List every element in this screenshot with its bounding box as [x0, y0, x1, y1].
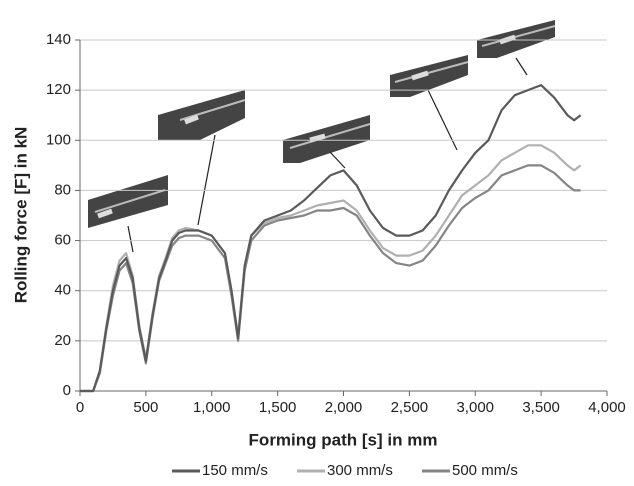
inset-roller: [411, 70, 429, 81]
x-tick-label: 2,500: [391, 399, 429, 416]
y-tick-label: 0: [63, 382, 71, 399]
y-tick-label: 20: [54, 332, 71, 349]
y-tick-label: 60: [54, 232, 71, 249]
inset-stripe: [94, 189, 166, 213]
y-tick-label: 80: [54, 181, 71, 198]
arrow: [197, 134, 216, 226]
legend-label: 500 mm/s: [452, 462, 518, 479]
inset-plate: [158, 90, 245, 140]
inset-stripe: [481, 25, 556, 47]
x-tick-label: 500: [133, 399, 158, 416]
inset-stripe: [289, 123, 371, 149]
series-line: [80, 84, 582, 393]
x-tick-label: 1,500: [259, 399, 297, 416]
x-tick-label: 1,000: [193, 399, 231, 416]
arrow: [329, 151, 346, 169]
inset-roller: [97, 208, 113, 219]
x-tick-label: 3,000: [456, 399, 494, 416]
inset-plate: [390, 55, 468, 97]
x-tick-label: 3,500: [522, 399, 560, 416]
y-tick-label: 40: [54, 282, 71, 299]
legend-label: 150 mm/s: [202, 462, 268, 479]
x-axis-title: Forming path [s] in mm: [249, 430, 438, 449]
arrow: [127, 225, 134, 253]
y-tick-label: 140: [46, 31, 71, 48]
inset-roller: [309, 133, 326, 143]
x-tick-label: 2,000: [325, 399, 363, 416]
arrow: [515, 57, 528, 76]
y-tick-label: 120: [46, 81, 71, 98]
x-tick-label: 0: [76, 399, 84, 416]
y-axis-title: Rolling force [F] in kN: [11, 127, 30, 304]
arrow: [427, 89, 458, 151]
legend-label: 300 mm/s: [327, 462, 393, 479]
inset-roller: [184, 114, 199, 125]
x-tick-label: 4,000: [588, 399, 626, 416]
inset-plate: [283, 115, 370, 163]
inset-stripe: [394, 61, 469, 83]
y-tick-label: 100: [46, 131, 71, 148]
inset-stripe: [179, 99, 246, 121]
insets: [88, 20, 556, 253]
inset-plate: [477, 20, 555, 58]
